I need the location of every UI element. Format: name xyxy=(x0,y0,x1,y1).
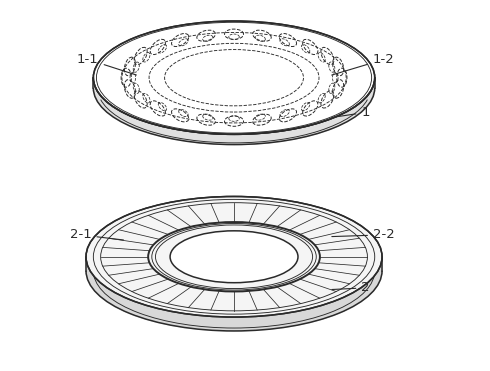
Ellipse shape xyxy=(86,197,382,317)
Text: 2-2: 2-2 xyxy=(332,228,395,241)
Text: 2-1: 2-1 xyxy=(70,228,123,241)
Text: 1: 1 xyxy=(332,106,370,119)
Polygon shape xyxy=(93,78,375,145)
Text: 1-2: 1-2 xyxy=(332,53,395,75)
Ellipse shape xyxy=(170,231,298,283)
Text: 1-1: 1-1 xyxy=(77,53,136,75)
Polygon shape xyxy=(86,257,382,331)
Ellipse shape xyxy=(93,21,375,134)
Text: 2: 2 xyxy=(332,281,370,294)
